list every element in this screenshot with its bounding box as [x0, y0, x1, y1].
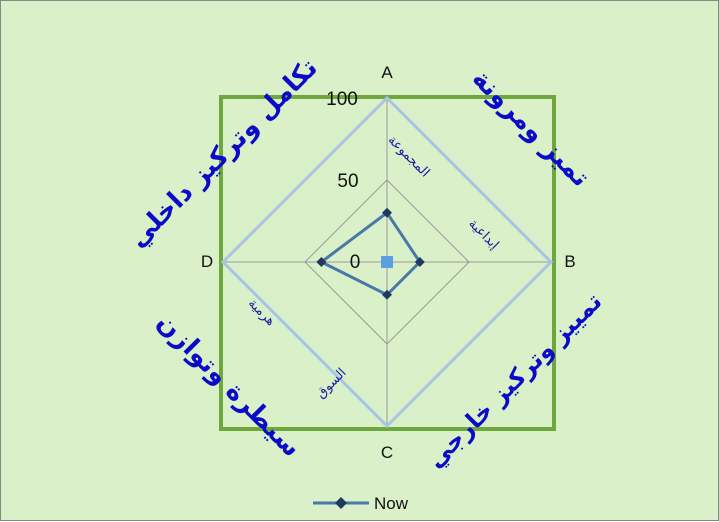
axis-label-b: B — [564, 252, 575, 271]
series-layer — [316, 207, 425, 300]
axis-label-a: A — [381, 63, 393, 82]
grid-ring-50 — [304, 179, 470, 345]
data-point-b — [414, 257, 425, 267]
quadrant-label-top-left: تكامل وتركيز داخلي — [123, 53, 324, 254]
legend-series-label: Now — [374, 494, 409, 513]
inner-label-top: المجموعة — [385, 133, 433, 181]
inner-label-right: إبداعية — [465, 216, 501, 252]
quadrant-label-bottom-left: سيطرة وتوازن — [151, 307, 307, 463]
axis-label-d: D — [201, 252, 213, 271]
center-marker — [381, 256, 393, 268]
legend: Now — [313, 494, 409, 513]
axis-label-c: C — [381, 443, 393, 462]
data-point-a — [382, 207, 392, 218]
legend-series-marker — [335, 497, 347, 509]
inner-label-left: هرمية — [245, 296, 278, 329]
data-point-d — [316, 257, 327, 267]
data-point-c — [382, 289, 392, 300]
radar-grid — [223, 98, 551, 426]
tick-label-0: 0 — [350, 252, 361, 273]
tick-label-50: 50 — [337, 171, 358, 192]
quadrant-label-bottom-right: تمييز وتركيز خارجي — [421, 287, 607, 473]
outer-diamond — [220, 95, 554, 429]
quadrant-label-top-right: تميز ومرونة — [466, 64, 596, 194]
tick-label-100: 100 — [326, 89, 358, 110]
series-line-now — [318, 210, 422, 297]
